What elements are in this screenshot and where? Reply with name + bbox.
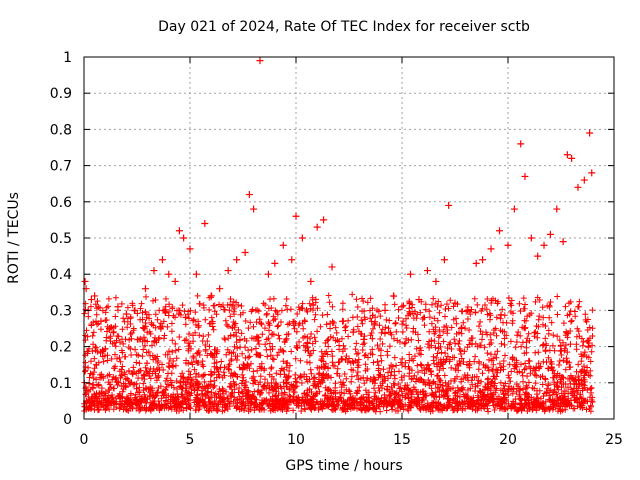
roti-point [233, 256, 241, 264]
roti-point [91, 292, 99, 300]
roti-point [241, 248, 249, 256]
roti-point [339, 317, 347, 325]
y-tick-label: 0.2 [50, 340, 72, 356]
roti-point [398, 303, 406, 311]
roti-point [313, 223, 321, 231]
roti-point [131, 306, 139, 314]
roti-point [432, 277, 440, 285]
x-axis-ticks: 0 5 10 15 20 25 [80, 57, 623, 448]
roti-point [186, 245, 194, 253]
x-tick-label: 25 [605, 432, 623, 448]
roti-point [521, 172, 529, 180]
roti-point [349, 328, 357, 336]
roti-point [292, 212, 300, 220]
noise-band [81, 291, 596, 415]
x-tick-label: 15 [393, 432, 411, 448]
roti-point [245, 191, 253, 199]
roti-point [122, 310, 130, 318]
roti-point [328, 263, 336, 271]
y-axis-ticks: 0 0.1 0.2 0.3 0.4 0.5 0.6 0.7 0.8 0.9 1 [50, 50, 614, 428]
roti-point [370, 321, 378, 329]
roti-point [510, 205, 518, 213]
y-tick-label: 0 [63, 412, 72, 428]
roti-point [464, 306, 472, 314]
y-tick-label: 0.1 [50, 376, 72, 392]
roti-point [175, 227, 183, 235]
roti-point [496, 227, 504, 235]
roti-point [517, 140, 525, 148]
roti-point [580, 176, 588, 184]
roti-point [158, 256, 166, 264]
roti-point [381, 306, 389, 314]
y-tick-label: 1 [63, 50, 72, 66]
roti-point [288, 256, 296, 264]
roti-point [216, 285, 224, 293]
roti-point [320, 216, 328, 224]
roti-point [298, 234, 306, 242]
roti-point [527, 234, 535, 242]
roti-point [114, 303, 122, 311]
roti-point [180, 234, 188, 242]
roti-point [423, 267, 431, 275]
noise-markers [81, 291, 596, 415]
roti-point [451, 299, 459, 307]
roti-point [540, 241, 548, 249]
roti-point [250, 205, 258, 213]
roti-point [559, 238, 567, 246]
roti-point [81, 277, 89, 285]
roti-point [574, 183, 582, 191]
y-axis-label: ROTI / TECUs [6, 192, 22, 284]
y-tick-label: 0.5 [50, 231, 72, 247]
roti-point [271, 259, 279, 267]
y-tick-label: 0.7 [50, 159, 72, 175]
roti-point [201, 220, 209, 228]
y-tick-label: 0.4 [50, 267, 72, 283]
roti-point [553, 205, 561, 213]
roti-point [192, 270, 200, 278]
chart-title: Day 021 of 2024, Rate Of TEC Index for r… [158, 19, 530, 35]
grid [84, 57, 614, 419]
y-tick-label: 0.8 [50, 122, 72, 138]
y-tick-label: 0.9 [50, 86, 72, 102]
y-tick-label: 0.3 [50, 303, 72, 319]
roti-point [479, 256, 487, 264]
roti-point [97, 317, 105, 325]
data-points [81, 57, 596, 343]
x-axis-label: GPS time / hours [285, 458, 402, 474]
roti-point [307, 277, 315, 285]
roti-point [150, 267, 158, 275]
roti-point [165, 270, 173, 278]
x-tick-label: 0 [80, 432, 89, 448]
roti-point [440, 256, 448, 264]
roti-point [546, 230, 554, 238]
x-tick-label: 5 [186, 432, 195, 448]
roti-point [171, 277, 179, 285]
roti-point [563, 151, 571, 159]
roti-point [406, 270, 414, 278]
x-tick-label: 10 [287, 432, 305, 448]
roti-point [141, 285, 149, 293]
roti-point [568, 154, 576, 162]
roti-point [390, 292, 398, 300]
roti-point [586, 129, 594, 137]
roti-point [415, 296, 423, 304]
roti-point [87, 296, 95, 304]
roti-point [457, 325, 465, 332]
roti-point [264, 270, 272, 278]
roti-point [105, 325, 113, 332]
roti-point [207, 292, 215, 300]
roti-point [279, 241, 287, 249]
roti-point [534, 252, 542, 260]
x-tick-label: 20 [499, 432, 517, 448]
y-tick-label: 0.6 [50, 195, 72, 211]
roti-point [504, 241, 512, 249]
roti-point [588, 169, 596, 177]
roti-point [256, 57, 264, 65]
roti-point [445, 201, 453, 209]
roti-point [487, 245, 495, 253]
roti-point [472, 259, 480, 267]
roti-point [360, 335, 368, 343]
roti-point [224, 267, 232, 275]
